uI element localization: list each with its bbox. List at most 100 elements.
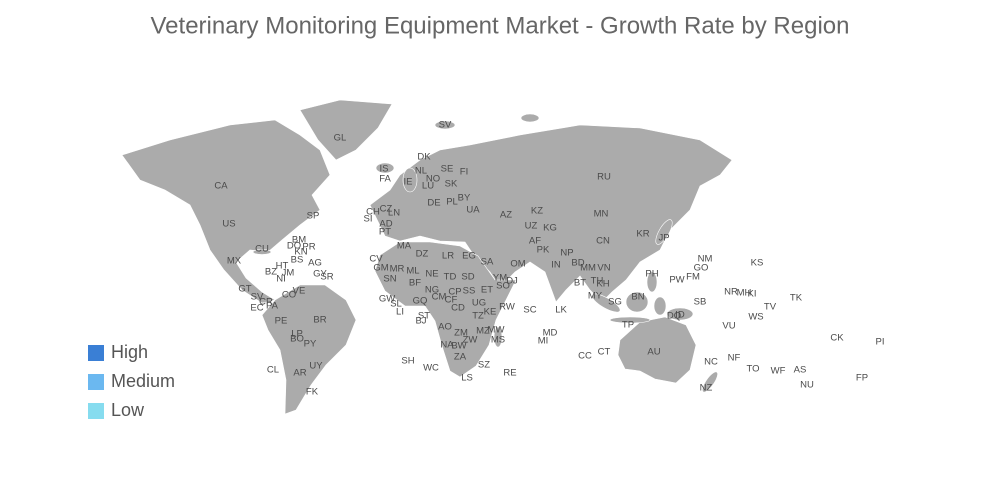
region-code: BT [574, 278, 586, 289]
region-code: NG [425, 285, 439, 296]
region-code: AU [647, 347, 660, 358]
region-code: PK [537, 245, 550, 256]
landmass [625, 291, 649, 313]
region-code: CL [267, 365, 279, 376]
landmass [617, 316, 697, 384]
region-code: LP [291, 329, 303, 340]
region-code: MA [397, 241, 412, 252]
region-code: KN [294, 247, 307, 258]
region-code: TV [764, 302, 777, 313]
region-code: LU [422, 181, 434, 192]
legend-swatch [88, 374, 104, 390]
region-code: RE [503, 368, 516, 379]
region-code: JM [282, 268, 295, 279]
region-code: SC [523, 305, 536, 316]
landmass [655, 219, 673, 245]
region-code: BD [571, 258, 584, 269]
region-code: SV [251, 292, 264, 303]
region-code: WC [423, 363, 439, 374]
region-code: BN [631, 292, 644, 303]
region-code: RW [499, 302, 515, 313]
region-code: FA [379, 174, 391, 185]
region-code: CH [366, 207, 380, 218]
region-code: CC [578, 351, 592, 362]
landmass [434, 120, 456, 130]
region-code: GT [238, 284, 251, 295]
region-code: SG [608, 297, 622, 308]
region-code: AZ [500, 210, 512, 221]
region-code: MR [390, 264, 405, 275]
region-code: SL [390, 299, 402, 310]
legend-label: Medium [111, 371, 175, 391]
region-code: IN [551, 260, 561, 271]
landmass [402, 167, 418, 193]
region-code: SE [441, 164, 454, 175]
region-code: MZ [476, 326, 490, 337]
map [121, 99, 733, 415]
region-code: ST [418, 311, 430, 322]
region-code: KZ [531, 206, 543, 217]
region-code: CA [214, 181, 228, 192]
region-code: DZ [416, 249, 429, 260]
region-code: IE [404, 177, 413, 188]
region-code: UA [466, 205, 480, 216]
landmass [375, 162, 395, 174]
region-code: PI [876, 337, 885, 348]
region-code: TZ [472, 311, 484, 322]
region-code: PH [645, 269, 658, 280]
region-code: PY [304, 339, 317, 350]
region-code: NL [415, 166, 427, 177]
region-code: CO [282, 290, 296, 301]
region-code: EC [250, 303, 263, 314]
region-code: GL [334, 133, 347, 144]
region-code: SP [307, 211, 320, 222]
region-code: CN [596, 236, 610, 247]
region-code: AS [794, 365, 807, 376]
region-code: VN [597, 263, 610, 274]
region-code: NA [440, 340, 454, 351]
region-code: VU [722, 321, 735, 332]
region-code: LS [461, 373, 473, 384]
region-code: UG [472, 298, 486, 309]
landmass [299, 99, 393, 161]
region-code: SD [461, 272, 474, 283]
region-code: CF [445, 295, 458, 306]
region-code: SZ [478, 360, 490, 371]
region-code: CD [451, 303, 465, 314]
region-code: TK [790, 293, 803, 304]
region-code: ML [406, 266, 419, 277]
region-code: BY [458, 193, 471, 204]
region-code: BW [451, 341, 466, 352]
region-code: CK [830, 333, 844, 344]
region-code: LN [388, 208, 400, 219]
region-code: CM [432, 292, 447, 303]
region-code: FM [686, 272, 700, 283]
region-code: ET [481, 285, 493, 296]
region-code: MX [227, 256, 242, 267]
region-code: CP [448, 287, 461, 298]
region-code: GO [694, 263, 709, 274]
region-code: KS [751, 258, 764, 269]
region-code: BJ [415, 316, 426, 327]
region-code: TO [746, 364, 759, 375]
region-code: AG [308, 258, 322, 269]
landmass [609, 316, 651, 324]
region-code: MH [737, 288, 752, 299]
legend: High Medium Low [88, 342, 175, 420]
region-code: NU [800, 380, 814, 391]
region-code: LR [442, 251, 454, 262]
region-code: TH [591, 276, 604, 287]
region-code: WS [748, 312, 763, 323]
region-code: JP [658, 233, 669, 244]
region-code: PR [302, 242, 315, 253]
region-code: HT [276, 261, 289, 272]
region-code: BZ [265, 267, 277, 278]
region-code: WF [771, 366, 786, 377]
landmass [702, 371, 718, 393]
landmass [666, 307, 694, 321]
region-code: BS [291, 255, 304, 266]
region-code: FK [306, 387, 319, 398]
legend-label: High [111, 342, 148, 362]
